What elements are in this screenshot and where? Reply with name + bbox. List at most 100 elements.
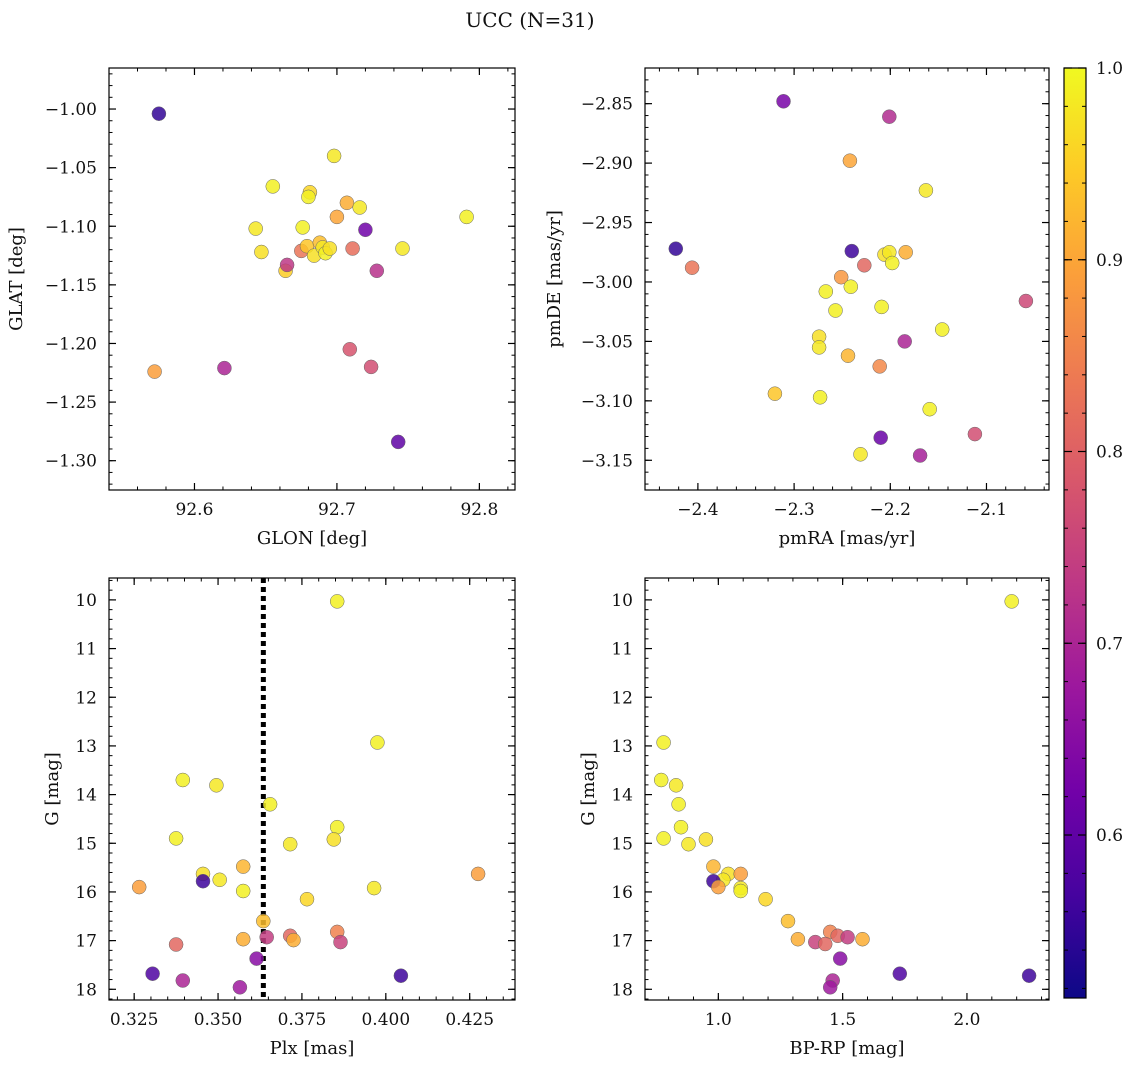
scatter-point: [853, 447, 868, 462]
scatter-point: [874, 299, 889, 315]
scatter-point: [922, 401, 937, 417]
scatter-point: [329, 209, 345, 225]
scatter-point: [345, 241, 360, 256]
scatter-point: [235, 883, 251, 899]
scatter-point: [767, 386, 783, 401]
scatter-point: [812, 390, 828, 405]
scatter-point: [358, 222, 373, 238]
y-tick-label: −3.00: [581, 273, 633, 293]
figure-title: UCC (N=31): [465, 8, 594, 32]
scatter-point: [131, 879, 147, 895]
colorbar-tick-label: 0.8: [1096, 443, 1123, 463]
scatter-point: [248, 221, 263, 236]
axes-frame: [644, 67, 1050, 491]
scatter-points: [131, 594, 486, 995]
scatter-point: [892, 966, 908, 981]
scatter-point: [195, 873, 211, 889]
scatter-point: [393, 968, 409, 983]
y-tick-label: −1.10: [45, 217, 97, 237]
scatter-point: [857, 258, 872, 273]
scatter-point: [212, 872, 227, 888]
scatter-point: [840, 929, 855, 945]
scatter-point: [758, 891, 773, 907]
scatter-point: [145, 966, 160, 981]
scatter-point: [459, 209, 474, 225]
axes-frame: [644, 577, 1050, 1001]
colorbar-tick-label: 0.6: [1096, 826, 1123, 846]
scatter-point: [684, 260, 700, 275]
scatter-point: [912, 448, 928, 463]
scatter-point: [733, 883, 748, 899]
scatter-point: [706, 859, 721, 874]
scatter-point: [681, 836, 696, 852]
y-tick-label: 15: [75, 834, 97, 854]
y-tick-label: 14: [75, 786, 97, 806]
scatter-point: [818, 284, 834, 299]
scatter-point: [279, 257, 295, 273]
scatter-point: [363, 359, 379, 375]
scatter-point: [333, 934, 348, 950]
scatter-point: [840, 348, 856, 363]
y-tick-label: −1.25: [45, 393, 97, 413]
x-axis-label: Plx [mas]: [270, 1038, 355, 1059]
scatter-point: [175, 772, 191, 788]
x-tick-label: 1.5: [829, 1010, 856, 1030]
x-tick-label: 92.7: [318, 500, 356, 520]
colorbar-frame: [1063, 67, 1087, 999]
y-tick-label: −1.15: [45, 276, 97, 296]
scatter-point: [390, 434, 406, 450]
x-tick-label: −2.3: [773, 500, 814, 520]
scatter-point: [872, 359, 887, 374]
y-tick-label: −3.05: [581, 332, 633, 352]
x-axis-label: GLON [deg]: [257, 528, 367, 549]
scatter-point: [790, 931, 806, 947]
scatter-point: [395, 241, 410, 256]
scatter-point: [217, 360, 232, 376]
panel-bprp-g: 1.0 1.5 2.0 10 11 12 13 14 15 16 17 18 BP-RP [mag] G …: [578, 577, 1050, 1059]
y-tick-label: 18: [611, 980, 633, 1000]
scatter-point: [653, 772, 669, 788]
scatter-point: [817, 936, 833, 952]
panel-glon-glat: 92.6 92.7 92.8 −1.00 −1.05 −1.10 −1.15 −1.20 −1.…: [6, 67, 516, 549]
scatter-point: [833, 269, 849, 285]
scatter-point: [235, 931, 251, 947]
scatter-point: [673, 819, 689, 835]
y-tick-label: −1.20: [45, 334, 97, 354]
colorbar: 0.6 0.7 0.8 0.9 1.0: [1063, 59, 1123, 999]
y-tick-label: 17: [75, 932, 97, 952]
y-tick-label: −1.05: [45, 159, 97, 179]
scatter-point: [918, 183, 934, 198]
y-axis-label: GLAT [deg]: [6, 227, 27, 331]
y-tick-label: 13: [611, 737, 633, 757]
y-tick-label: 11: [611, 640, 633, 660]
scatter-point: [811, 340, 827, 355]
scatter-point: [828, 303, 843, 318]
y-tick-label: 10: [75, 591, 97, 611]
y-tick-label: −3.15: [581, 451, 633, 471]
scatter-point: [656, 735, 671, 750]
scatter-point: [470, 866, 486, 882]
scatter-point: [671, 797, 686, 812]
x-tick-label: 92.8: [460, 500, 498, 520]
y-tick-label: 12: [611, 688, 633, 708]
scatter-point: [842, 153, 858, 168]
scatter-point: [299, 891, 315, 907]
scatter-point: [855, 931, 870, 947]
x-tick-label: 0.350: [194, 1010, 243, 1030]
scatter-point: [232, 980, 248, 995]
x-tick-label: −2.2: [870, 500, 911, 520]
y-tick-label: 18: [75, 980, 97, 1000]
y-tick-label: 12: [75, 688, 97, 708]
scatter-point: [967, 426, 983, 442]
scatter-point: [151, 106, 167, 121]
scatter-point: [780, 913, 796, 929]
scatter-point: [822, 980, 838, 995]
y-tick-label: −2.95: [581, 214, 633, 234]
x-tick-label: 0.425: [445, 1010, 494, 1030]
scatter-point: [256, 913, 271, 929]
y-axis-label: G [mag]: [42, 752, 63, 825]
scatter-point: [698, 832, 714, 847]
y-tick-label: −3.10: [581, 392, 633, 412]
scatter-point: [265, 179, 281, 194]
y-tick-label: 13: [75, 737, 97, 757]
